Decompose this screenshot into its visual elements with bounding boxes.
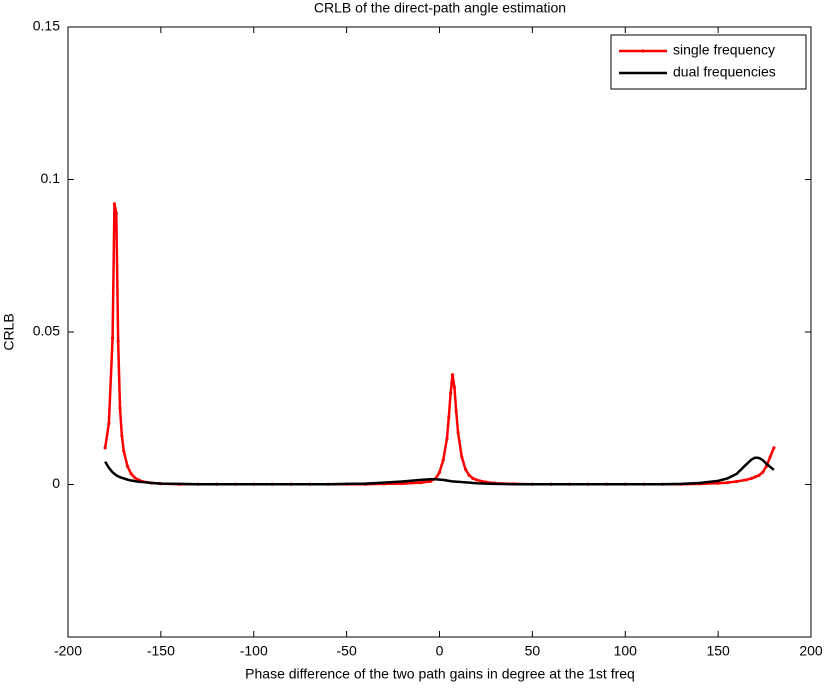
marker: [744, 478, 748, 482]
marker: [449, 391, 453, 395]
x-tick-label: 50: [525, 643, 541, 659]
marker: [107, 421, 111, 426]
marker: [450, 373, 455, 377]
marker: [716, 481, 720, 485]
marker: [460, 455, 464, 459]
marker: [133, 476, 137, 480]
marker: [463, 467, 468, 471]
marker: [454, 409, 458, 413]
marker: [467, 473, 471, 477]
plot-area: [67, 26, 812, 638]
legend-box: [610, 34, 807, 90]
marker: [112, 202, 117, 206]
marker: [471, 476, 475, 480]
marker: [125, 464, 130, 468]
series-line: [104, 456, 775, 486]
x-tick-label: -150: [147, 643, 175, 659]
marker: [129, 472, 133, 476]
marker: [122, 449, 126, 453]
marker: [768, 455, 772, 459]
marker: [114, 211, 118, 215]
legend-label: single frequency: [673, 42, 775, 58]
x-tick-label: 200: [799, 643, 823, 659]
y-tick-label: 0: [52, 475, 60, 491]
legend-marker: [641, 49, 645, 53]
x-tick-label: 150: [706, 643, 730, 659]
x-tick-label: 0: [436, 643, 444, 659]
marker: [749, 476, 754, 480]
marker: [735, 479, 739, 484]
marker: [761, 470, 765, 474]
y-tick-label: 0.05: [33, 323, 60, 339]
x-tick-label: 100: [614, 643, 638, 659]
chart-title: CRLB of the direct-path angle estimation: [314, 0, 566, 16]
marker: [725, 481, 730, 485]
marker: [445, 437, 449, 441]
marker: [400, 481, 404, 486]
legend-label: dual frequencies: [673, 64, 776, 80]
y-tick-label: 0.15: [33, 18, 60, 34]
x-tick-label: -50: [337, 643, 357, 659]
y-tick-label: 0.1: [41, 170, 61, 186]
marker: [772, 446, 776, 450]
marker: [753, 475, 757, 479]
marker: [428, 479, 432, 484]
marker: [118, 406, 122, 410]
marker: [456, 431, 460, 435]
marker: [419, 481, 423, 485]
y-axis-label: CRLB: [1, 313, 17, 350]
marker: [116, 339, 120, 343]
marker: [757, 473, 761, 477]
marker: [103, 446, 107, 450]
x-axis-label: Phase difference of the two path gains i…: [245, 666, 635, 682]
marker: [475, 478, 479, 482]
marker: [452, 385, 456, 389]
marker: [437, 470, 442, 474]
marker: [447, 415, 451, 419]
marker: [110, 336, 115, 340]
x-tick-label: -200: [54, 643, 82, 659]
x-tick-label: -100: [240, 643, 268, 659]
marker: [120, 434, 124, 438]
marker: [441, 458, 445, 462]
